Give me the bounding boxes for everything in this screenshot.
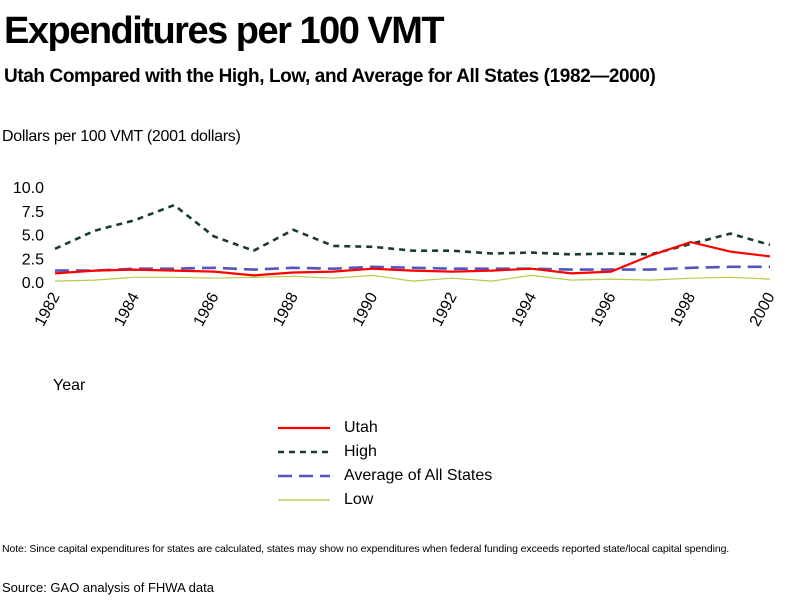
legend-swatch bbox=[278, 450, 330, 454]
x-axis-ticks: 1982 1984 1986 1988 1990 1992 1994 1996 1998 2000 bbox=[32, 290, 779, 329]
y-tick-label: 10.0 bbox=[13, 180, 44, 197]
legend-label: Average of All States bbox=[344, 467, 493, 484]
legend: Utah High Average of All States Low bbox=[278, 416, 492, 512]
x-tick-label: 1994 bbox=[508, 290, 540, 329]
source-note: Source: GAO analysis of FHWA data bbox=[2, 580, 214, 595]
legend-item: High bbox=[278, 440, 492, 464]
legend-swatch bbox=[278, 499, 330, 501]
y-tick-label: 5.0 bbox=[22, 228, 44, 245]
series-line-utah bbox=[54, 240, 771, 277]
x-tick-label: 1988 bbox=[270, 290, 302, 329]
legend-label: Utah bbox=[344, 419, 378, 436]
legend-label: High bbox=[344, 443, 377, 460]
series-lines bbox=[54, 203, 771, 282]
y-tick-label: 7.5 bbox=[22, 204, 44, 221]
chart-subtitle: Utah Compared with the High, Low, and Av… bbox=[4, 66, 656, 87]
y-tick-label: 2.5 bbox=[22, 251, 44, 268]
legend-item: Utah bbox=[278, 416, 492, 440]
legend-item: Average of All States bbox=[278, 464, 492, 488]
legend-item: Low bbox=[278, 488, 492, 512]
series-line-average-of-all-states bbox=[55, 265, 770, 272]
legend-swatch bbox=[278, 426, 330, 430]
chart-title: Expenditures per 100 VMT bbox=[4, 10, 445, 52]
y-axis-ticks: 10.0 7.5 5.0 2.5 0.0 bbox=[13, 180, 44, 292]
x-tick-label: 1996 bbox=[588, 290, 620, 329]
x-tick-label: 2000 bbox=[747, 290, 779, 329]
line-chart: 10.0 7.5 5.0 2.5 0.0 1982 1984 1986 1988 1990 199… bbox=[13, 180, 779, 394]
series-line-high bbox=[54, 203, 771, 256]
footnote: Note: Since capital expenditures for sta… bbox=[2, 543, 730, 555]
y-axis-label: Dollars per 100 VMT (2001 dollars) bbox=[2, 128, 241, 145]
x-axis-label: Year bbox=[53, 377, 86, 394]
legend-swatch bbox=[278, 474, 330, 478]
y-tick-label: 0.0 bbox=[22, 275, 44, 292]
x-tick-label: 1986 bbox=[191, 290, 223, 329]
x-tick-label: 1998 bbox=[667, 290, 699, 329]
x-tick-label: 1982 bbox=[32, 290, 64, 329]
x-tick-label: 1984 bbox=[111, 290, 143, 329]
series-line-low bbox=[54, 274, 771, 282]
x-tick-label: 1992 bbox=[429, 290, 461, 329]
legend-label: Low bbox=[344, 491, 374, 508]
x-tick-label: 1990 bbox=[350, 290, 382, 329]
